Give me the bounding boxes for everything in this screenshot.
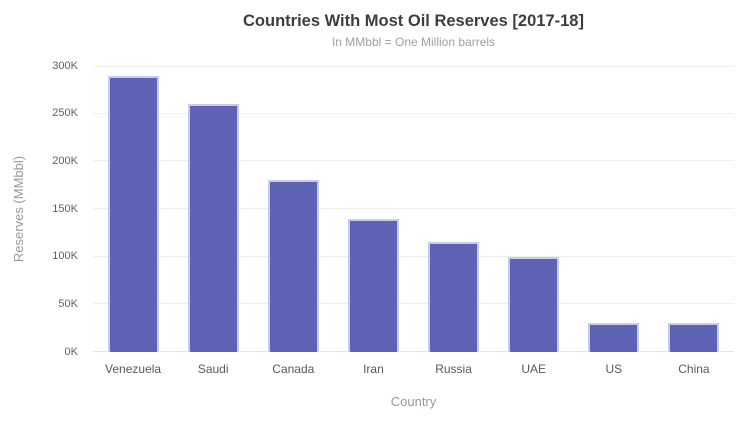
y-tick-label: 0K — [64, 345, 78, 358]
y-tick-label: 200K — [52, 154, 78, 167]
x-tick-label-venezuela: Venezuela — [105, 362, 162, 376]
bar-uae[interactable] — [508, 257, 560, 352]
chart-subtitle: In MMbbl = One Million barrels — [331, 35, 496, 49]
bar-saudi[interactable] — [187, 104, 239, 352]
y-axis-title: Reserves (MMbbl) — [11, 155, 26, 263]
y-tick-label: 300K — [52, 59, 78, 72]
bar-russia[interactable] — [428, 242, 480, 352]
x-tick-label-saudi: Saudi — [197, 362, 229, 376]
gridline — [93, 66, 734, 67]
bar-canada[interactable] — [267, 180, 319, 352]
plot-area — [93, 66, 734, 352]
bar-us[interactable] — [588, 323, 640, 352]
y-tick-label: 50K — [58, 297, 78, 310]
gridline — [93, 303, 734, 305]
y-tick-label: 150K — [52, 202, 78, 215]
x-tick-label-us: US — [605, 362, 623, 376]
x-tick-label-uae: UAE — [521, 362, 547, 376]
y-tick-label: 100K — [52, 250, 78, 263]
bar-china[interactable] — [668, 323, 720, 352]
x-axis-line — [93, 351, 734, 352]
bar-iran[interactable] — [347, 219, 399, 352]
gridline — [93, 112, 734, 114]
y-tick-label: 250K — [52, 107, 78, 120]
gridline — [93, 160, 734, 162]
x-tick-label-canada: Canada — [272, 362, 315, 376]
x-tick-label-iran: Iran — [363, 362, 384, 376]
gridline — [93, 208, 734, 209]
gridline — [93, 255, 734, 257]
x-tick-label-china: China — [678, 362, 710, 376]
x-tick-label-russia: Russia — [435, 362, 472, 376]
bar-venezuela[interactable] — [107, 76, 159, 352]
x-axis-title: Country — [390, 394, 437, 409]
chart-title: Countries With Most Oil Reserves [2017-1… — [243, 12, 584, 30]
